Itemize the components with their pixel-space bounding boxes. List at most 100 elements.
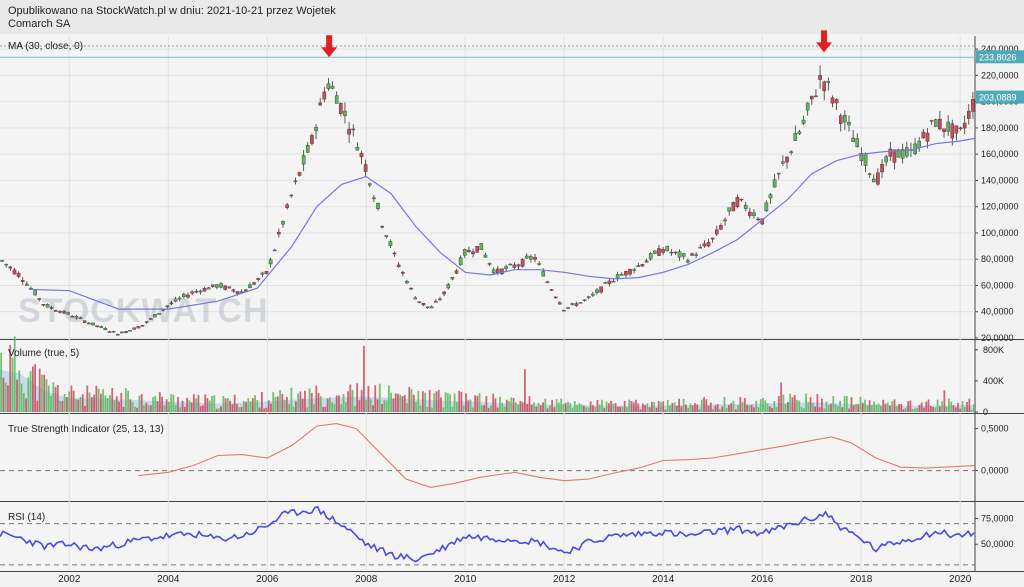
volume-bar-down [644,404,646,412]
volume-bar-up [759,399,762,412]
volume-bar-up [934,407,937,412]
volume-bar-up [514,402,517,412]
volume-bar-up [59,400,61,412]
volume-bar-down [56,384,59,412]
volume-bar-down [326,398,329,412]
volume-bar-down [236,404,238,412]
candle-down [950,123,955,139]
candle-up [215,284,219,288]
candle-down [748,211,752,217]
candle-down [520,259,525,267]
volume-bar-down [734,409,737,412]
candle-up [847,122,851,126]
volume-bar-up [555,399,558,412]
volume-bar-up [274,397,277,412]
candle-up [905,147,909,157]
x-tick-label: 2018 [850,574,873,585]
candle-down [417,301,422,303]
volume-bar-up [292,406,295,412]
volume-bar-down [25,398,27,412]
candle-down [392,252,397,255]
volume-bar-down [603,408,606,412]
volume-bar-down [251,398,254,412]
candle-up [529,256,533,260]
volume-bar-down [285,396,288,412]
resistance-badge-bg [976,50,1024,64]
volume-bar-up [444,392,447,412]
volume-panel-label: Volume (true, 5) [8,348,79,359]
candle-down [70,316,75,318]
volume-bar-up [279,390,281,412]
volume-bar-down [635,399,637,412]
candle-down [165,305,170,308]
volume-bar-down [43,374,46,412]
candle-down [719,225,723,230]
volume-bar-up [576,404,578,412]
peak-arrow-icon [816,30,833,53]
candle-down [252,282,256,285]
volume-bar-down [610,400,612,412]
volume-bar-down [957,402,959,412]
volume-bar-up [598,404,601,412]
volume-bar-down [265,407,268,412]
candle-up [946,121,950,132]
candle-up [859,152,864,161]
volume-bar-up [700,399,703,412]
volume-bar-down [229,400,232,412]
volume-bar-up [870,405,873,412]
volume-bar-up [195,398,198,412]
volume-bar-up [875,404,878,412]
volume-bar-down [421,391,424,412]
volume-bar-down [204,394,207,412]
volume-bar-up [741,401,744,412]
volume-bar-down [902,409,905,412]
volume-bar-down [9,344,12,412]
volume-bar-up [208,400,211,412]
candle-down [277,231,281,235]
volume-bar-down [709,402,712,412]
volume-bar-down [616,406,619,412]
candle-up [504,266,508,269]
candle-down [318,102,322,106]
candle-up [239,291,244,293]
volume-bar-up [313,404,315,412]
volume-tick-label: 800K [983,345,1004,355]
candle-up [508,263,513,266]
volume-bar-up [0,352,3,412]
candle-up [855,138,860,148]
volume-bar-up [417,390,420,412]
volume-bar-up [22,393,25,412]
candle-up [87,322,91,325]
candle-up [157,313,161,315]
candle-down [516,264,521,267]
volume-bar-down [830,403,832,412]
candle-up [268,259,273,265]
volume-bar-down [739,396,742,412]
price-tick-label: 220,0000 [981,70,1019,80]
volume-bar-up [880,405,882,412]
volume-bar-up [866,405,869,412]
price-tick-label: 60,0000 [981,280,1014,290]
volume-bar-up [480,405,483,412]
volume-bar-up [387,385,390,412]
volume-bar-up [306,407,309,412]
volume-bar-down [467,400,470,412]
volume-bar-up [914,408,916,412]
volume-bar-down [156,401,159,412]
volume-bar-down [260,391,263,412]
candle-down [132,327,137,330]
candle-up [595,289,599,293]
volume-bar-up [877,403,880,412]
volume-bar-down [240,406,243,412]
volume-bar-down [655,407,658,412]
volume-bar-up [963,406,966,412]
volume-bar-up [147,405,150,412]
volume-bar-down [943,390,946,412]
candle-up [586,296,591,299]
volume-bar-down [412,394,415,412]
volume-bar-down [36,400,39,412]
volume-bar-up [859,396,862,412]
volume-bar-up [698,409,701,412]
volume-bar-up [283,399,286,412]
